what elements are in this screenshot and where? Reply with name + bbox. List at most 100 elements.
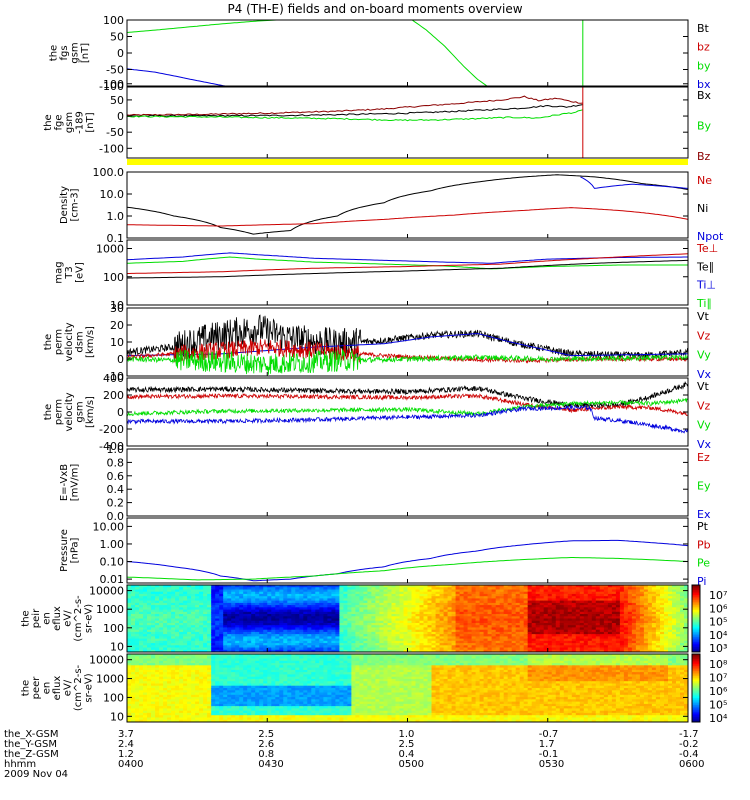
heatmap-cell — [131, 712, 136, 716]
heatmap-cell — [575, 616, 581, 620]
heatmap-cell — [431, 596, 437, 599]
heatmap-cell — [379, 589, 384, 593]
heatmap-cell — [223, 625, 228, 628]
heatmap-cell — [167, 715, 172, 719]
heatmap-cell — [571, 598, 577, 602]
heatmap-cell — [684, 631, 688, 635]
heatmap-cell — [684, 605, 688, 608]
heatmap-cell — [263, 609, 268, 613]
heatmap-cell — [231, 645, 236, 649]
heatmap-cell — [507, 643, 513, 646]
heatmap-cell — [319, 618, 324, 622]
heatmap-cell — [483, 620, 489, 624]
heatmap-cell — [127, 614, 132, 617]
heatmap-cell — [155, 667, 160, 671]
heatmap-cell — [339, 620, 344, 624]
heatmap-cell — [163, 656, 168, 660]
heatmap-cell — [383, 634, 389, 637]
heatmap-cell — [680, 638, 685, 642]
heatmap-cell — [503, 614, 509, 617]
heatmap-cell — [131, 672, 136, 675]
heatmap-cell — [375, 623, 380, 626]
heatmap-cell — [495, 643, 501, 646]
heatmap-cell — [311, 605, 316, 608]
heatmap-cell — [135, 614, 140, 617]
heatmap-cell — [367, 602, 372, 606]
heatmap-cell — [631, 611, 637, 615]
heatmap-cell — [239, 607, 244, 611]
heatmap-cell — [127, 625, 132, 628]
heatmap-cell — [535, 591, 541, 595]
heatmap-cell — [403, 627, 409, 631]
heatmap-cell — [319, 587, 324, 590]
heatmap-cell — [219, 607, 224, 611]
heatmap-cell — [315, 618, 320, 622]
heatmap-cell — [399, 609, 405, 613]
heatmap-cell — [515, 625, 521, 628]
heatmap-cell — [479, 645, 485, 649]
heatmap-cell — [295, 591, 300, 595]
heatmap-cell — [623, 618, 629, 622]
heatmap-cell — [403, 629, 409, 633]
heatmap-cell — [660, 631, 665, 635]
heatmap-cell — [672, 600, 677, 604]
heatmap-cell — [171, 645, 176, 649]
heatmap-cell — [299, 593, 304, 597]
heatmap-cell — [243, 607, 248, 611]
heatmap-cell — [143, 618, 148, 622]
heatmap-cell — [199, 625, 204, 628]
heatmap-cell — [187, 611, 192, 615]
heatmap-cell — [684, 614, 688, 617]
heatmap-cell — [271, 602, 276, 606]
heatmap-cell — [283, 647, 288, 651]
heatmap-cell — [503, 627, 509, 631]
heatmap-cell — [507, 609, 513, 613]
heatmap-cell — [359, 598, 364, 602]
heatmap-cell — [243, 618, 248, 622]
heatmap-cell — [684, 591, 688, 595]
heatmap-cell — [531, 636, 537, 640]
heatmap-cell — [607, 598, 613, 602]
heatmap-cell — [163, 699, 168, 703]
heatmap-cell — [515, 618, 521, 622]
heatmap-cell — [167, 656, 172, 660]
heatmap-cell — [631, 614, 637, 617]
heatmap-cell — [591, 600, 597, 604]
heatmap-cell — [255, 596, 260, 599]
heatmap-cell — [571, 600, 577, 604]
heatmap-cell — [475, 631, 481, 635]
heatmap-cell — [399, 600, 405, 604]
heatmap-cell — [199, 618, 204, 622]
heatmap-cell — [379, 611, 384, 615]
heatmap-cell — [615, 620, 621, 624]
heatmap-cell — [523, 616, 529, 620]
heatmap-cell — [595, 596, 601, 599]
y-axis-label-line: [cm-3] — [69, 188, 80, 221]
heatmap-cell — [535, 611, 541, 615]
heatmap-cell — [219, 600, 224, 604]
heatmap-cell — [579, 611, 585, 615]
heatmap-cell — [467, 623, 473, 626]
heatmap-cell — [435, 611, 441, 615]
heatmap-cell — [423, 607, 429, 611]
heatmap-cell — [447, 629, 453, 633]
heatmap-cell — [655, 600, 661, 604]
heatmap-cell — [355, 596, 360, 599]
heatmap-cell — [283, 614, 288, 617]
heatmap-cell — [607, 627, 613, 631]
heatmap-cell — [307, 585, 312, 588]
heatmap-cell — [523, 600, 529, 604]
heatmap-cell — [615, 640, 621, 644]
heatmap-cell — [635, 593, 641, 597]
heatmap-cell — [639, 618, 645, 622]
heatmap-cell — [676, 609, 681, 613]
heatmap-cell — [615, 598, 621, 602]
y-tick-label: 50 — [110, 31, 124, 44]
heatmap-cell — [507, 645, 513, 649]
heatmap-cell — [587, 602, 593, 606]
heatmap-cell — [411, 611, 417, 615]
heatmap-cell — [327, 600, 332, 604]
heatmap-cell — [371, 623, 376, 626]
heatmap-cell — [571, 636, 577, 640]
